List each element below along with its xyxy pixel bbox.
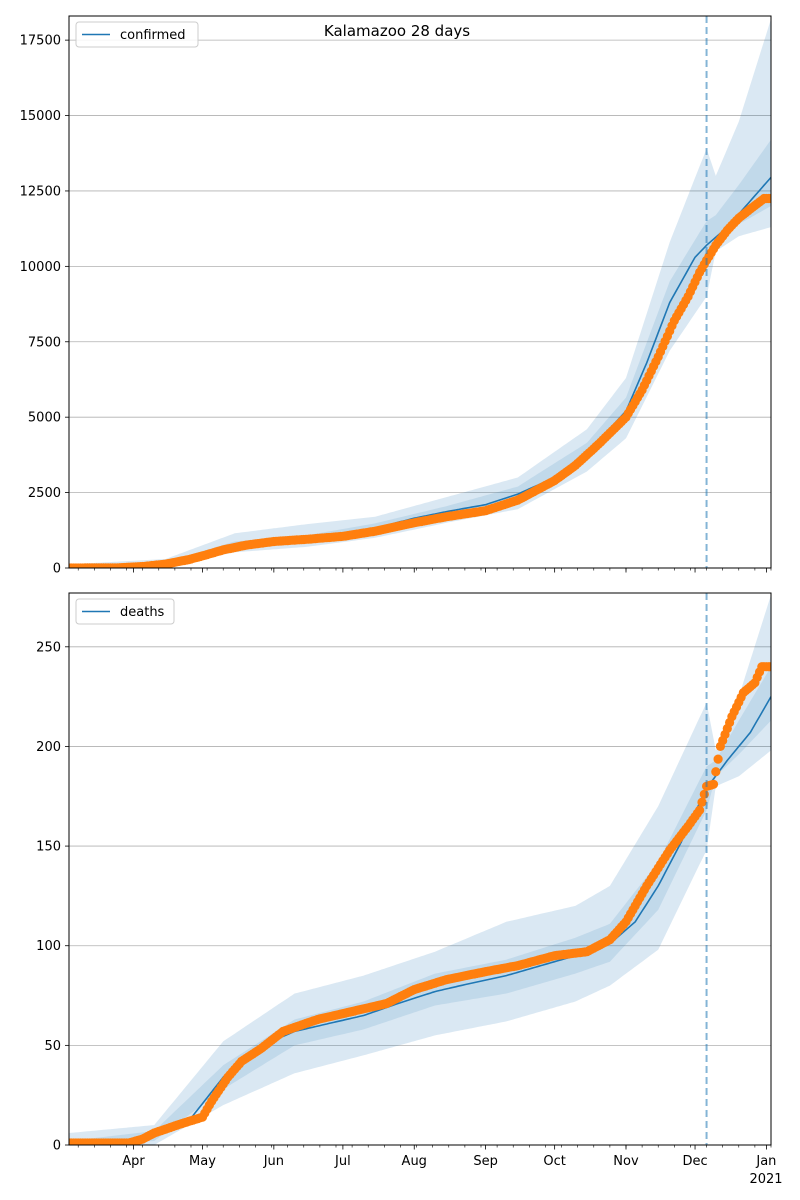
axes-frame <box>68 592 772 1146</box>
y-tick-label: 250 <box>36 640 61 655</box>
y-tick-label: 200 <box>36 740 61 755</box>
band-50 <box>69 666 771 1145</box>
x-tick-label: Nov <box>613 1154 639 1169</box>
x-tick-label: Aug <box>402 1154 427 1169</box>
y-tick-label: 15000 <box>20 109 61 124</box>
y-tick-label: 5000 <box>28 411 61 426</box>
y-tick-label: 0 <box>53 562 61 577</box>
observed-point <box>695 805 705 815</box>
x-tick-label: May <box>189 1154 216 1169</box>
y-tick-label: 150 <box>36 840 61 855</box>
x-tick-label: Dec <box>682 1154 707 1169</box>
x-tick-label: Oct <box>543 1154 565 1169</box>
band-90 <box>69 595 771 1145</box>
y-tick-label: 17500 <box>20 34 61 49</box>
y-tick-label: 2500 <box>28 486 61 501</box>
band-90 <box>69 19 771 568</box>
x-tick-label: Jul <box>334 1154 351 1169</box>
observed-point <box>697 797 707 807</box>
observed-point <box>711 767 721 777</box>
x-tick-label: Jan <box>755 1154 776 1169</box>
chart-title: Kalamazoo 28 days <box>324 22 470 40</box>
legend-label: confirmed <box>120 28 186 43</box>
band-90-inner <box>69 19 771 568</box>
deaths-panel: 0 50 100 150 200 250 Apr May Jun Jul Aug Sep Oct Nov D… <box>36 592 776 1169</box>
y-tick-label: 50 <box>44 1039 61 1054</box>
observed-point <box>766 193 771 204</box>
confirmed-panel: 0 2500 5000 7500 10000 12500 15000 17500 confirm… <box>20 15 772 577</box>
band-90-inner <box>69 595 771 1145</box>
x-tick-label: Jun <box>263 1154 284 1169</box>
observed-point <box>708 779 719 789</box>
y-tick-label: 100 <box>36 939 61 954</box>
legend-box <box>75 598 175 625</box>
observed-point <box>766 662 771 672</box>
y-tick-label: 0 <box>53 1139 61 1154</box>
year-label: 2021 <box>749 1172 782 1187</box>
observed-point <box>713 754 723 764</box>
axes-frame <box>68 15 772 569</box>
y-tick-label: 12500 <box>20 184 61 199</box>
legend-box <box>75 21 199 48</box>
y-tick-label: 7500 <box>28 335 61 350</box>
y-tick-label: 10000 <box>20 260 61 275</box>
x-tick-label: Apr <box>122 1154 145 1169</box>
x-tick-label: Sep <box>473 1154 498 1169</box>
legend-label: deaths <box>120 605 165 620</box>
